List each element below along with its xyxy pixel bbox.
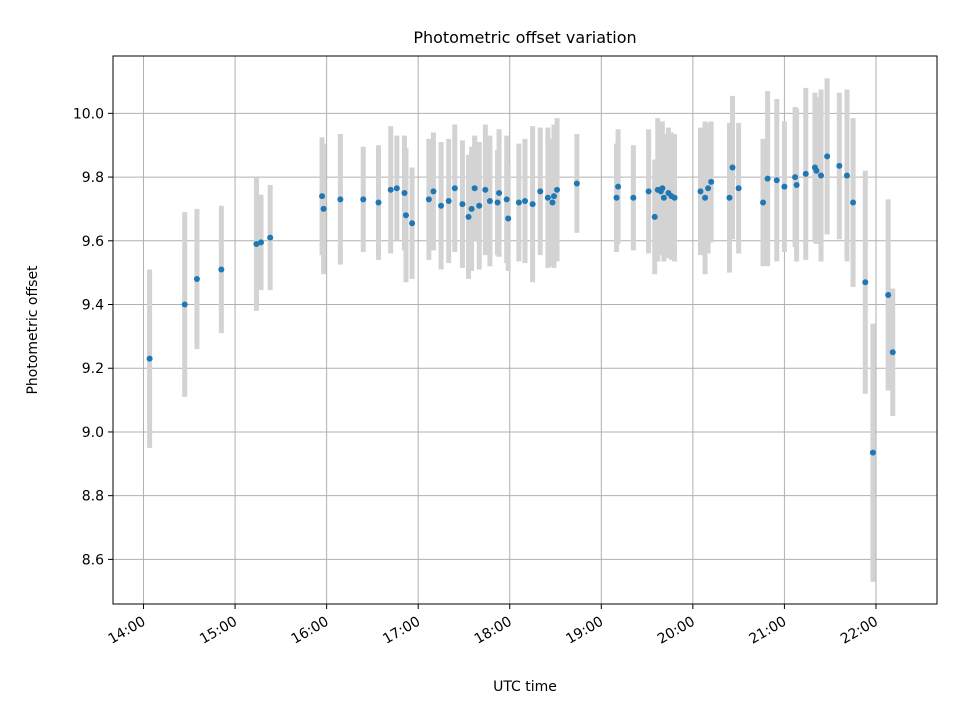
data-point — [505, 215, 512, 222]
data-points — [146, 153, 896, 456]
data-point — [387, 186, 394, 193]
data-point — [549, 199, 556, 206]
data-point — [659, 185, 666, 192]
chart-title: Photometric offset variation — [413, 28, 636, 47]
data-point — [319, 193, 326, 200]
data-point — [885, 291, 892, 298]
data-point — [550, 193, 557, 200]
data-point — [320, 205, 327, 212]
data-point — [824, 153, 831, 160]
data-point — [267, 234, 274, 241]
data-point — [468, 205, 475, 212]
data-point — [393, 185, 400, 192]
data-point — [425, 196, 432, 203]
data-point — [515, 199, 522, 206]
data-point — [818, 172, 825, 179]
data-point — [615, 183, 622, 190]
data-point — [337, 196, 344, 203]
data-point — [360, 196, 367, 203]
data-point — [573, 180, 580, 187]
data-point — [660, 194, 667, 201]
data-point — [529, 201, 536, 208]
data-point — [181, 301, 188, 308]
plot-frame — [112, 55, 938, 605]
data-point — [792, 174, 799, 181]
data-point — [773, 177, 780, 184]
data-point — [802, 170, 809, 177]
y-tick-label: 9.8 — [82, 170, 104, 186]
data-point — [702, 194, 709, 201]
data-point — [451, 185, 458, 192]
data-point — [613, 194, 620, 201]
data-point — [726, 194, 733, 201]
data-point — [253, 240, 260, 247]
data-point — [218, 266, 225, 273]
data-point — [494, 199, 501, 206]
data-point — [193, 276, 200, 283]
data-point — [537, 188, 544, 195]
data-point — [729, 164, 736, 171]
y-axis: 8.6 8.8 9.0 9.2 9.4 9.6 9.8 10.0 — [73, 106, 113, 568]
data-point — [401, 190, 408, 196]
data-point — [409, 220, 416, 227]
data-point — [843, 172, 850, 179]
data-point — [503, 196, 510, 203]
data-point — [862, 279, 869, 286]
data-point — [430, 188, 437, 195]
y-tick-label: 9.2 — [82, 361, 104, 377]
data-point — [486, 197, 493, 204]
y-tick-label: 9.6 — [82, 234, 104, 250]
data-point — [258, 239, 265, 246]
data-point — [496, 190, 503, 196]
data-point — [471, 185, 478, 192]
y-tick-label: 10.0 — [73, 106, 104, 122]
data-point — [850, 199, 857, 206]
data-point — [781, 183, 788, 190]
data-point — [793, 182, 800, 189]
data-point — [705, 185, 712, 192]
y-tick-label: 9.4 — [82, 298, 104, 314]
data-point — [889, 349, 896, 356]
data-point — [836, 162, 843, 169]
data-point — [764, 175, 771, 182]
data-point — [522, 197, 528, 204]
data-point — [465, 213, 472, 220]
data-point — [544, 194, 551, 201]
data-point — [445, 197, 452, 204]
y-tick-label: 9.0 — [82, 425, 104, 441]
y-tick-label: 8.6 — [82, 552, 104, 568]
data-point — [476, 202, 483, 209]
data-point — [651, 213, 658, 220]
data-point — [375, 199, 382, 206]
data-point — [708, 178, 715, 185]
data-point — [813, 167, 820, 174]
y-axis-label: Photometric offset — [25, 265, 41, 395]
data-point — [869, 449, 876, 456]
data-point — [459, 201, 466, 208]
data-point — [482, 186, 489, 193]
data-point — [671, 194, 678, 201]
data-point — [438, 202, 445, 209]
data-point — [146, 355, 153, 362]
data-point — [402, 212, 409, 219]
y-tick-label: 8.8 — [82, 489, 104, 505]
x-axis-label: UTC time — [493, 679, 557, 695]
data-point — [697, 188, 704, 195]
data-point — [630, 194, 637, 201]
data-point — [735, 185, 742, 192]
data-point — [645, 188, 652, 195]
data-point — [760, 199, 767, 206]
data-point — [554, 186, 561, 193]
